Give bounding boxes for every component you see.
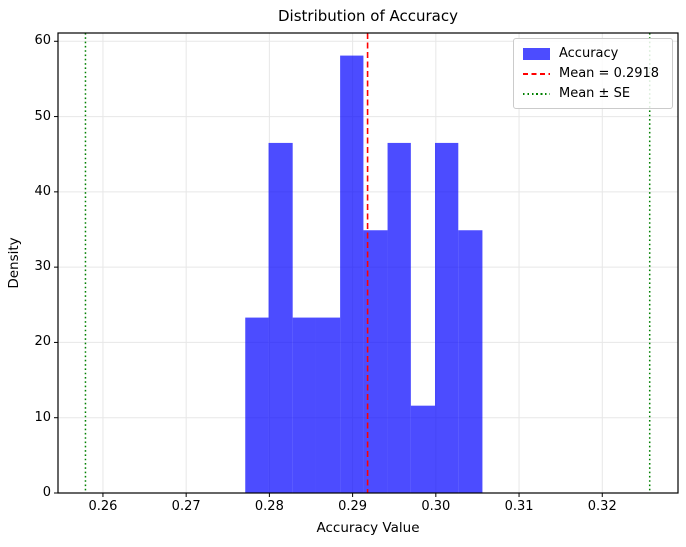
histogram-bar	[315, 317, 341, 493]
histogram-bar	[387, 142, 411, 494]
legend-label-accuracy: Accuracy	[559, 46, 619, 61]
histogram-bar	[410, 405, 435, 493]
legend-entry-se: Mean ± SE	[523, 86, 664, 101]
legend-label-mean: Mean = 0.2918	[559, 66, 660, 81]
y-tick-label: 0	[42, 485, 51, 500]
y-tick-label: 30	[34, 259, 51, 275]
dotted-line-icon	[523, 92, 550, 95]
legend-entry-mean: Mean = 0.2918	[523, 66, 664, 81]
legend-box: Accuracy Mean = 0.2918 Mean ± SE	[513, 38, 673, 109]
x-axis-title: Accuracy Value	[316, 520, 420, 536]
legend-label-se: Mean ± SE	[559, 86, 631, 101]
dashed-line-icon	[523, 72, 550, 75]
x-tick-label: 0.26	[88, 499, 118, 514]
y-tick-label: 50	[34, 108, 51, 124]
histogram-bar	[268, 142, 293, 494]
x-tick-label: 0.27	[171, 499, 201, 514]
chart-title: Distribution of Accuracy	[278, 7, 458, 25]
y-tick-label: 20	[34, 334, 51, 350]
histogram-bar	[292, 317, 316, 493]
x-tick-label: 0.29	[338, 499, 368, 514]
y-tick-label: 60	[34, 33, 51, 49]
x-tick-label: 0.32	[587, 499, 617, 514]
tick-marks	[54, 40, 603, 497]
x-tick-label: 0.28	[254, 499, 284, 514]
y-tick-label: 10	[34, 409, 51, 425]
y-tick-label: 40	[34, 183, 51, 199]
x-tick-label: 0.31	[504, 499, 534, 514]
histogram-bar	[245, 317, 269, 493]
histogram-bar	[434, 142, 459, 494]
legend-entry-accuracy: Accuracy	[523, 46, 664, 61]
axes-spines	[57, 32, 679, 494]
histogram-bar	[340, 55, 364, 493]
x-tick-label: 0.30	[421, 499, 451, 514]
histogram-swatch-icon	[523, 47, 550, 60]
histogram-bars	[245, 55, 483, 494]
histogram-bar	[458, 230, 483, 493]
